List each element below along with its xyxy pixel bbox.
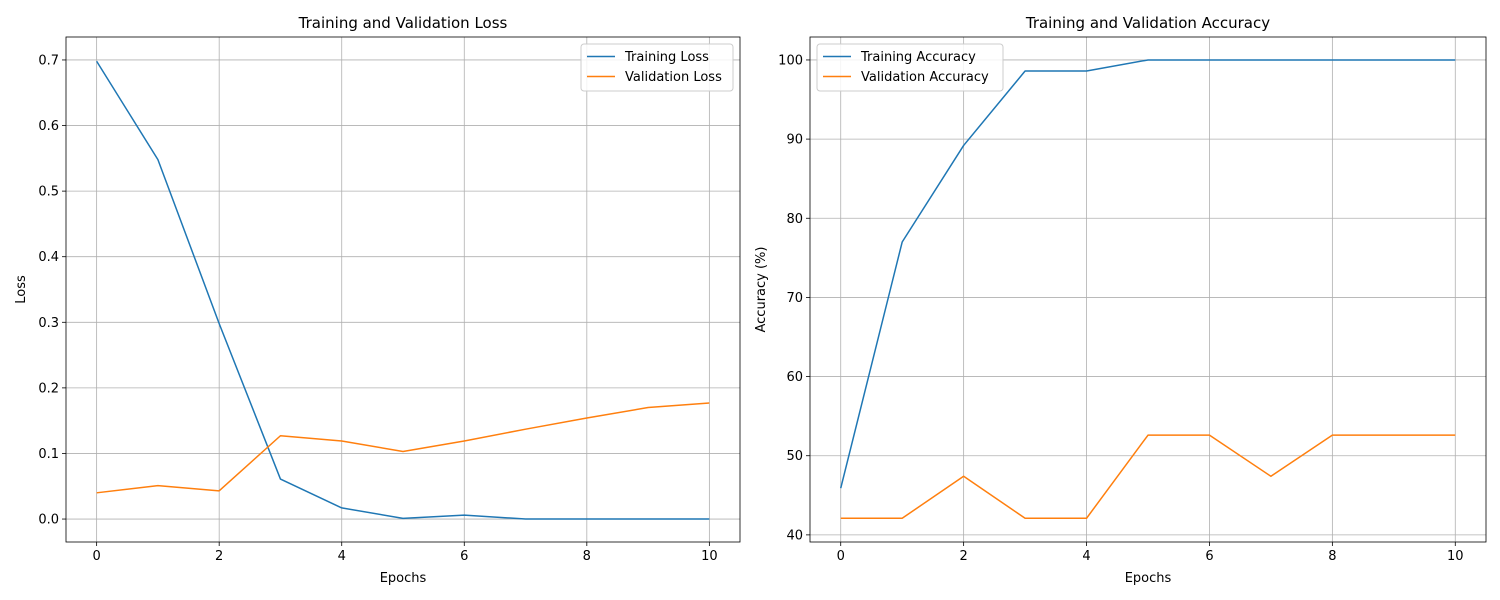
chart-panel-1: 0 2 4 6 8 10 0.0 0.1 0.2 0.3 0.4 0.5 0.6 0.7 Training … (14, 14, 741, 586)
y-tick-label: 0.7 (38, 53, 59, 68)
legend-box (816, 43, 1004, 92)
y-tick-label: 60 (786, 370, 803, 385)
x-tick-label: 6 (1205, 549, 1213, 564)
x-tick-label: 8 (583, 549, 591, 564)
legend-label-1: Training Accuracy (860, 50, 976, 65)
y-tick-label: 40 (786, 528, 803, 543)
legend-box (580, 43, 734, 92)
x-tick-label: 4 (338, 549, 346, 564)
y-tick-label: 0.5 (38, 185, 59, 200)
chart-title: Training and Validation Loss (298, 14, 508, 32)
chart-panel-2: 0 2 4 6 8 10 40 50 60 70 80 90 100 Training and Valid… (754, 14, 1487, 586)
y-tick-label: 0.4 (38, 250, 59, 265)
legend-label-1: Training Loss (624, 50, 709, 65)
x-tick-label: 4 (1082, 549, 1090, 564)
plot-frame (65, 36, 741, 543)
x-tick-label: 0 (92, 549, 100, 564)
legend-label-2: Validation Accuracy (861, 70, 989, 85)
y-axis-label: Loss (14, 275, 29, 304)
y-tick-label: 90 (786, 133, 803, 148)
y-tick-label: 80 (786, 212, 803, 227)
x-axis-label: Epochs (380, 571, 427, 586)
x-tick-label: 8 (1328, 549, 1336, 564)
y-axis-label: Accuracy (%) (754, 247, 769, 333)
y-tick-label: 50 (786, 449, 803, 464)
y-tick-label: 70 (786, 291, 803, 306)
y-tick-label: 0.2 (38, 381, 59, 396)
legend: Training Loss Validation Loss (580, 43, 734, 92)
plot-frame (809, 36, 1487, 543)
x-tick-label: 6 (460, 549, 468, 564)
x-tick-label: 10 (1447, 549, 1464, 564)
series-line-1 (840, 59, 1456, 489)
x-tick-label: 10 (701, 549, 718, 564)
y-tick-label: 0.0 (38, 513, 59, 528)
series-line-2 (96, 402, 710, 494)
y-tick-label: 0.6 (38, 119, 59, 134)
legend: Training Accuracy Validation Accuracy (816, 43, 1004, 92)
series-line-1 (96, 60, 710, 520)
x-axis-label: Epochs (1125, 571, 1172, 586)
legend-label-2: Validation Loss (625, 70, 722, 85)
series-line-2 (840, 434, 1456, 519)
y-tick-label: 0.1 (38, 447, 59, 462)
y-tick-label: 100 (778, 53, 803, 68)
chart-title: Training and Validation Accuracy (1025, 14, 1270, 32)
x-tick-label: 2 (959, 549, 967, 564)
y-tick-label: 0.3 (38, 316, 59, 331)
x-tick-label: 2 (215, 549, 223, 564)
x-tick-label: 0 (837, 549, 845, 564)
